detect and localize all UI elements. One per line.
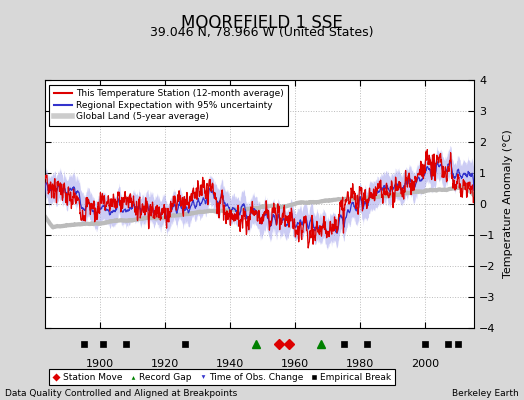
Text: MOOREFIELD 1 SSE: MOOREFIELD 1 SSE (181, 14, 343, 32)
Text: 1940: 1940 (216, 359, 244, 369)
Text: 39.046 N, 78.966 W (United States): 39.046 N, 78.966 W (United States) (150, 26, 374, 39)
Legend: This Temperature Station (12-month average), Regional Expectation with 95% uncer: This Temperature Station (12-month avera… (49, 84, 288, 126)
Legend: Station Move, Record Gap, Time of Obs. Change, Empirical Break: Station Move, Record Gap, Time of Obs. C… (49, 369, 395, 386)
Text: 1980: 1980 (346, 359, 375, 369)
Text: Data Quality Controlled and Aligned at Breakpoints: Data Quality Controlled and Aligned at B… (5, 389, 237, 398)
Y-axis label: Temperature Anomaly (°C): Temperature Anomaly (°C) (503, 130, 512, 278)
Text: Berkeley Earth: Berkeley Earth (452, 389, 519, 398)
Text: 2000: 2000 (411, 359, 440, 369)
Text: 1900: 1900 (86, 359, 114, 369)
Text: 1960: 1960 (281, 359, 309, 369)
Text: 1920: 1920 (151, 359, 179, 369)
